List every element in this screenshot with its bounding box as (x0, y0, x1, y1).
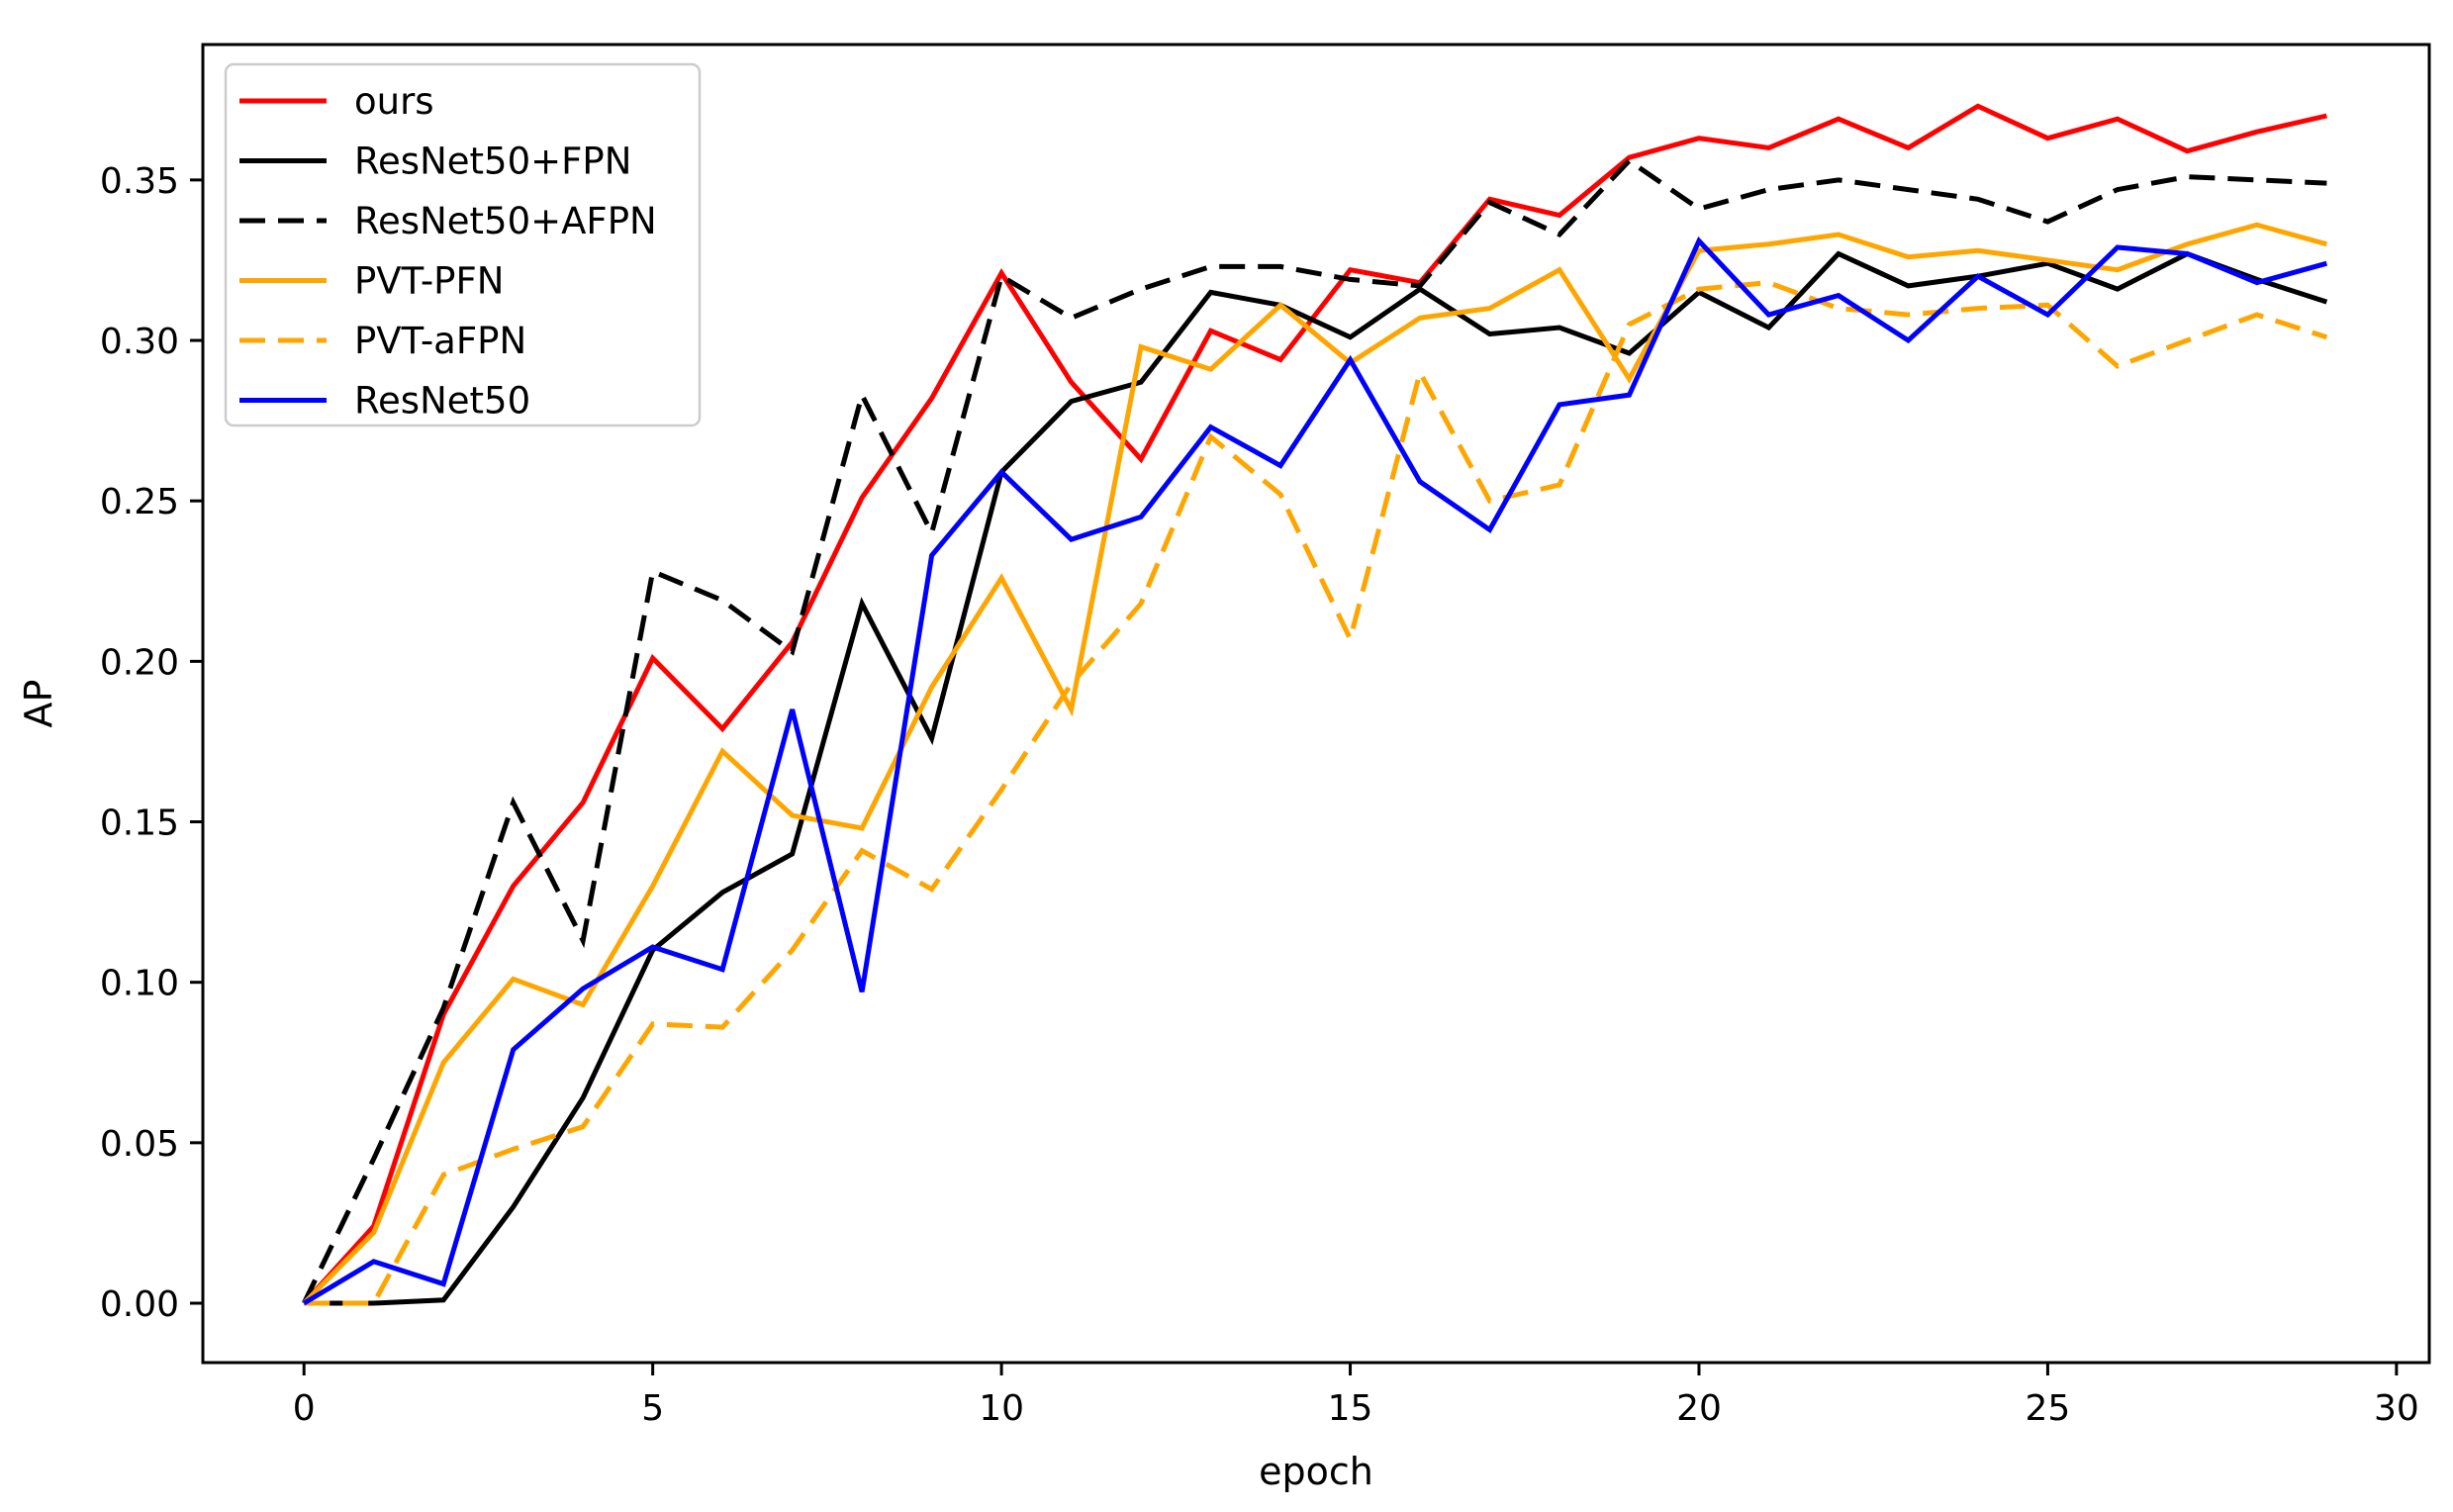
legend-label-ours: ours (354, 80, 434, 123)
legend-label-ResNet50+AFPN: ResNet50+AFPN (354, 200, 657, 242)
y-tick-label: 0.00 (100, 1284, 179, 1325)
y-tick-label: 0.25 (100, 482, 179, 522)
y-axis-ticks: 0.00 0.05 0.10 0.15 0.20 0.25 0.30 0.35 (100, 161, 203, 1325)
x-tick-label: 20 (1676, 1388, 1722, 1429)
y-tick-label: 0.15 (100, 803, 179, 844)
series-line-ResNet50+FPN (304, 250, 2328, 1306)
series-line-ResNet50 (302, 236, 2328, 1306)
x-tick-label: 25 (2026, 1388, 2071, 1429)
series-line-ours (302, 103, 2327, 1305)
x-tick-label: 5 (641, 1388, 664, 1429)
y-tick-label: 0.05 (100, 1124, 179, 1165)
series-line-ResNet50+AFPN (301, 157, 2327, 1305)
legend: ours ResNet50+FPN ResNet50+AFPN PVT-PFN PVT-… (224, 62, 702, 427)
y-tick-label: 0.35 (100, 161, 179, 202)
legend-label-PVT-aFPN: PVT-aFPN (354, 320, 526, 362)
x-axis-label: epoch (1259, 1450, 1373, 1493)
series-line-PVT-aFPN (304, 280, 2328, 1306)
series-lines (301, 103, 2328, 1306)
x-tick-label: 10 (979, 1388, 1024, 1429)
legend-box (224, 62, 702, 427)
x-tick-label: 15 (1328, 1388, 1373, 1429)
y-tick-label: 0.30 (100, 322, 179, 362)
x-axis-ticks: 0 5 10 15 20 25 30 (293, 1363, 2419, 1429)
x-tick-label: 0 (293, 1388, 316, 1429)
legend-label-ResNet50+FPN: ResNet50+FPN (354, 141, 631, 183)
y-tick-label: 0.20 (100, 642, 179, 683)
series-line-PVT-PFN (302, 222, 2328, 1305)
x-tick-label: 30 (2374, 1388, 2419, 1429)
legend-label-PVT-PFN: PVT-PFN (354, 260, 504, 303)
legend-label-ResNet50: ResNet50 (354, 380, 530, 423)
y-axis-label: AP (17, 680, 60, 728)
plot-frame (201, 43, 2431, 1365)
y-tick-label: 0.10 (100, 964, 179, 1004)
